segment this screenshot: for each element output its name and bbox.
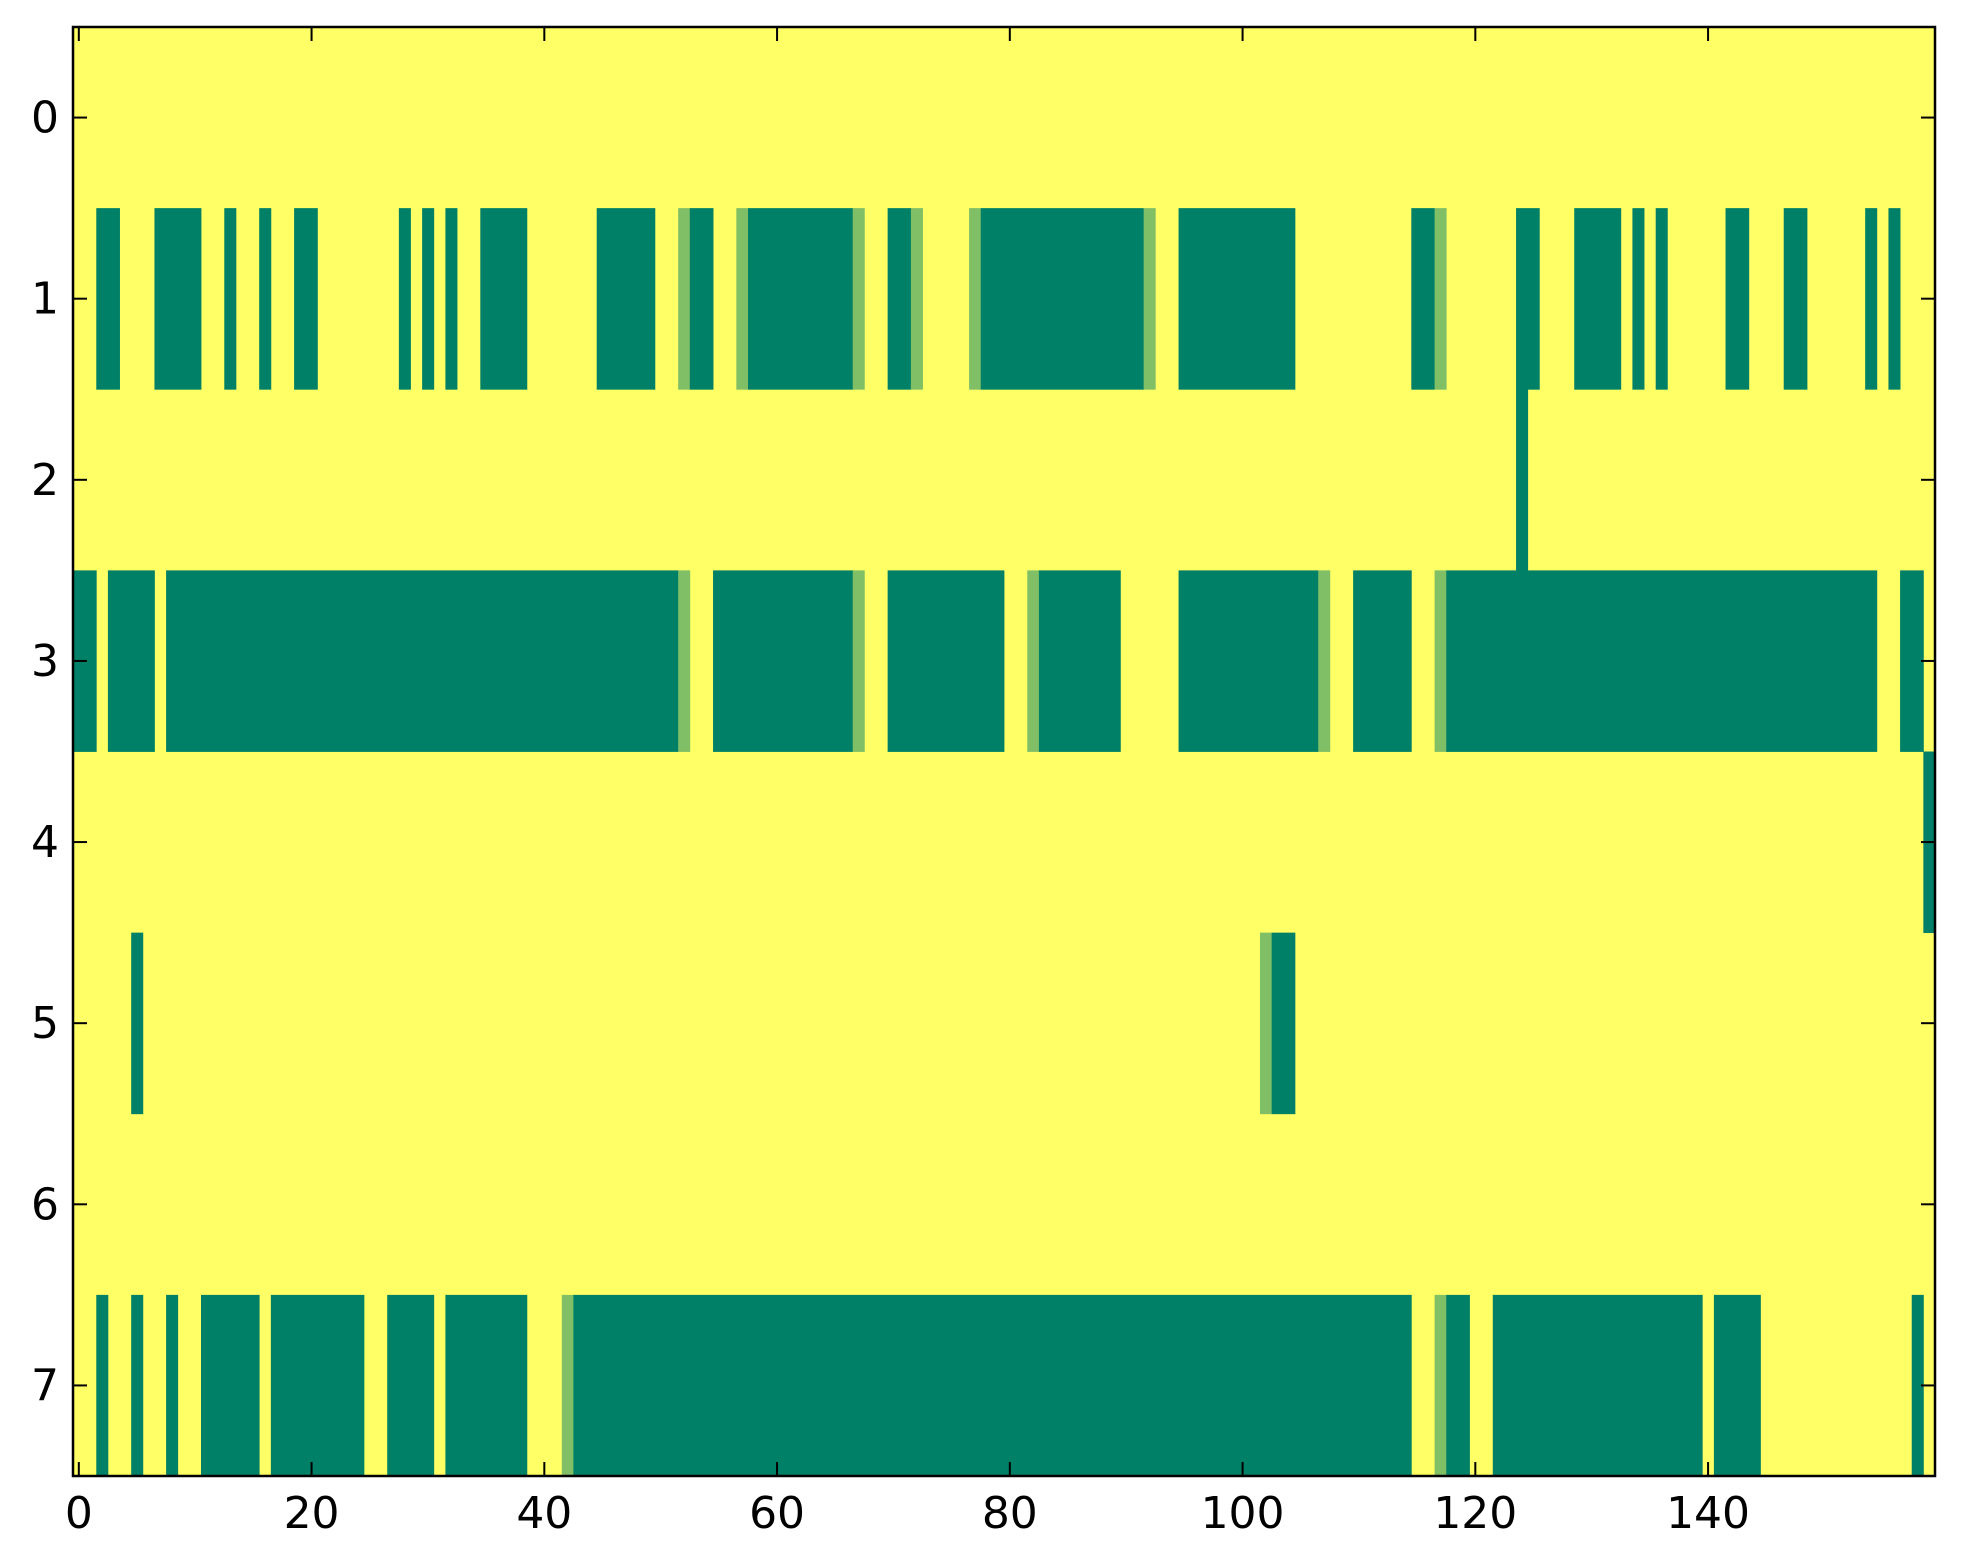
plot-frame [71, 25, 1937, 1478]
y-tick-label-7: 7 [31, 1360, 59, 1411]
heatmap-run-row1-115 [1411, 208, 1435, 390]
x-tick-label-60: 60 [749, 1488, 805, 1539]
heatmap-run-row7-122 [1492, 1294, 1703, 1477]
heatmap-run-row5-5 [131, 932, 144, 1115]
x-tick-label-80: 80 [982, 1488, 1038, 1539]
heatmap-run-row7-158 [1911, 1294, 1924, 1477]
heatmap-run-row1-72 [910, 208, 923, 390]
heatmap-run-row3-110 [1353, 570, 1412, 752]
x-tick-label-40: 40 [516, 1488, 572, 1539]
heatmap-run-row3-107 [1318, 570, 1331, 752]
heatmap-run-row1-7 [154, 208, 202, 390]
heatmap-run-row1-156 [1888, 208, 1901, 390]
heatmap-run-row5-102 [1260, 932, 1273, 1115]
heatmap-run-row3-52 [678, 570, 691, 752]
heatmap-run-row3-157 [1900, 570, 1924, 752]
heatmap-run-row3-118 [1446, 570, 1878, 752]
y-tick-label-0: 0 [31, 93, 59, 144]
heatmap-run-row3-82 [1027, 570, 1040, 752]
x-tick-label-100: 100 [1201, 1488, 1285, 1539]
heatmap-run-row1-67 [852, 208, 865, 390]
x-tick-label-20: 20 [284, 1488, 340, 1539]
heatmap-run-row1-154 [1865, 208, 1878, 390]
heatmap-run-row1-35 [480, 208, 528, 390]
heatmap-run-row7-117 [1434, 1294, 1447, 1477]
heatmap-run-row7-141 [1713, 1294, 1761, 1477]
heatmap-run-row3-8 [166, 570, 679, 752]
heatmap-run-row7-5 [131, 1294, 144, 1477]
heatmap-run-row1-77 [969, 208, 982, 390]
heatmap-run-row7-43 [573, 1294, 1412, 1477]
heatmap-run-row1-52 [678, 208, 691, 390]
heatmap-run-row1-32 [445, 208, 458, 390]
y-tick-label-1: 1 [31, 274, 59, 325]
heatmap-run-row7-27 [387, 1294, 435, 1477]
heatmap-run-row1-19 [294, 208, 318, 390]
heatmap-run-row7-118 [1446, 1294, 1470, 1477]
heatmap-run-row1-142 [1725, 208, 1750, 390]
heatmap-run-row1-117 [1434, 208, 1447, 390]
heatmap-run-row1-53 [689, 208, 714, 390]
heatmap-run-row1-28 [398, 208, 411, 390]
heatmap-run-row1-57 [736, 208, 749, 390]
x-tick-label-140: 140 [1666, 1488, 1750, 1539]
heatmap-run-row1-136 [1655, 208, 1668, 390]
y-tick-label-6: 6 [31, 1179, 59, 1230]
heatmap-run-row2-124 [1516, 389, 1529, 571]
heatmap-run-row7-11 [201, 1294, 260, 1477]
y-tick-label-2: 2 [31, 455, 59, 506]
heatmap-run-row1-13 [224, 208, 237, 390]
x-tick-label-0: 0 [65, 1488, 93, 1539]
tick-labels: 0 20 40 60 80 100 120 140 0 1 2 3 4 5 6 7 [31, 93, 1750, 1539]
heatmap-run-row3-55 [713, 570, 854, 752]
heatmap-run-row3-95 [1178, 570, 1319, 752]
heatmap-run-row1-58 [747, 208, 854, 390]
heatmap-run-row1-124 [1516, 208, 1540, 390]
heatmap-run-row7-42 [561, 1294, 574, 1477]
y-tick-label-3: 3 [31, 636, 59, 687]
y-tick-label-5: 5 [31, 998, 59, 1049]
heatmap-run-row7-17 [270, 1294, 365, 1477]
heatmap-run-row1-16 [259, 208, 272, 390]
heatmap-run-row1-45 [596, 208, 656, 390]
heatmap-run-row1-78 [980, 208, 1145, 390]
axis-ticks [73, 27, 1935, 1476]
heatmap-run-row1-147 [1783, 208, 1808, 390]
heatmap-run-row1-2 [96, 208, 120, 390]
heatmap-run-row1-70 [887, 208, 912, 390]
heatmap-cells [73, 208, 1936, 1477]
heatmap-run-row1-129 [1574, 208, 1622, 390]
heatmap-run-row3-117 [1434, 570, 1447, 752]
heatmap-run-row1-30 [422, 208, 435, 390]
heatmap-run-row1-95 [1178, 208, 1296, 390]
heatmap-run-row1-134 [1632, 208, 1645, 390]
x-tick-label-120: 120 [1433, 1488, 1517, 1539]
heatmap-run-row1-92 [1143, 208, 1156, 390]
heatmap-run-row7-32 [445, 1294, 528, 1477]
heatmap-run-row5-103 [1271, 932, 1296, 1115]
heatmap-run-row3-83 [1038, 570, 1121, 752]
y-tick-label-4: 4 [31, 817, 59, 868]
heatmap-run-row3-70 [887, 570, 1005, 752]
heatmap-run-row7-8 [166, 1294, 179, 1477]
heatmap-run-row3-3 [107, 570, 155, 752]
heatmap-run-row7-2 [96, 1294, 109, 1477]
heatmap-run-row3-67 [852, 570, 865, 752]
